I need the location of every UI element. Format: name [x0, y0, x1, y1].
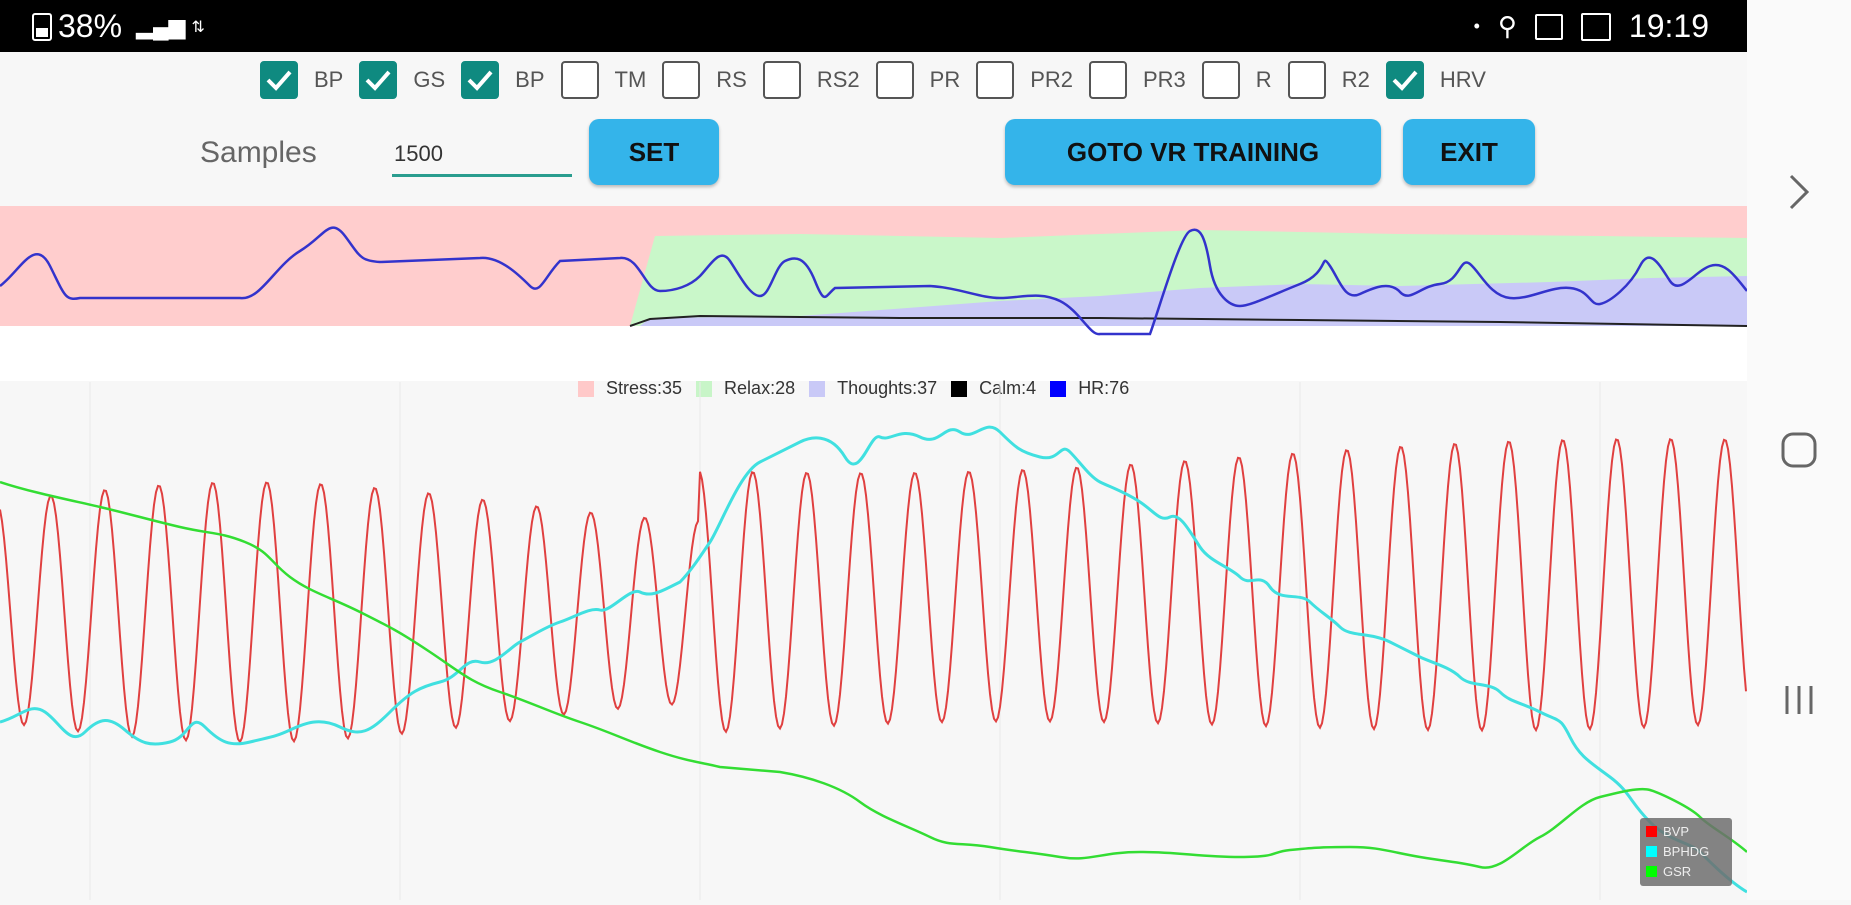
stress-area-chart: [0, 206, 1748, 381]
legend-swatch: [1646, 825, 1657, 837]
legend-swatch: [809, 380, 826, 397]
checkbox-rs2[interactable]: RS2: [762, 61, 860, 99]
legend-item: BPHDG: [1646, 841, 1726, 861]
checkbox-box[interactable]: [1201, 61, 1240, 99]
checkbox-box[interactable]: [560, 61, 599, 99]
battery-icon: [32, 12, 52, 41]
legend-item: Calm:4: [951, 378, 1036, 399]
checkbox-label: RS2: [816, 67, 860, 92]
legend-swatch: [1646, 845, 1657, 857]
legend-label: Calm:4: [979, 378, 1037, 398]
checkbox-label: PR2: [1030, 67, 1073, 92]
legend-item: Stress:35: [578, 378, 682, 399]
checkbox-bp[interactable]: BP: [260, 61, 343, 99]
signal-icon: ▂▄▆: [136, 13, 186, 39]
recent-apps-icon[interactable]: [1747, 680, 1851, 725]
usb-icon: ⚲: [1497, 11, 1517, 41]
checkbox-label: GS: [413, 67, 446, 92]
samples-label: Samples: [200, 136, 317, 169]
data-icon: ⇅: [191, 18, 205, 36]
checkbox-hrv[interactable]: HRV: [1385, 61, 1486, 99]
signal-line-chart: [0, 382, 1748, 900]
checkbox-pr2[interactable]: PR2: [976, 61, 1073, 99]
signal-legend: BVP BPHDG GSR: [1640, 818, 1732, 886]
calm-line: [629, 314, 1748, 327]
checkbox-box[interactable]: [875, 61, 914, 99]
checkbox-tm[interactable]: TM: [560, 61, 647, 99]
checkbox-label: TM: [614, 67, 647, 92]
checkbox-box[interactable]: [461, 61, 500, 99]
bphdg-line: [0, 425, 1748, 894]
checkbox-box[interactable]: [976, 61, 1015, 99]
gsr-line: [0, 480, 1748, 869]
legend-label: BVP: [1663, 823, 1690, 839]
checkbox-box[interactable]: [260, 61, 298, 99]
checkbox-label: HRV: [1439, 67, 1486, 92]
legend-label: HR:76: [1078, 378, 1130, 398]
checkbox-label: R: [1255, 67, 1272, 92]
checkbox-box[interactable]: [1287, 61, 1326, 99]
checkbox-box[interactable]: [1385, 61, 1424, 99]
checkbox-label: BP: [314, 67, 344, 92]
battery-percent: 38%: [58, 8, 123, 44]
legend-item: BVP: [1646, 821, 1726, 841]
checkbox-label: PR: [929, 67, 961, 92]
samples-input[interactable]: [392, 134, 572, 177]
set-button[interactable]: SET: [589, 119, 719, 185]
legend-swatch: [578, 380, 594, 397]
checkbox-box[interactable]: [359, 61, 398, 99]
checkbox-box[interactable]: [762, 61, 801, 99]
checkbox-box[interactable]: [662, 61, 701, 99]
dot-icon: •: [1473, 16, 1480, 36]
checkbox-label: PR3: [1143, 67, 1186, 92]
checkbox-rs[interactable]: RS: [662, 61, 747, 99]
legend-item: Thoughts:37: [809, 378, 937, 399]
checkbox-label: BP: [515, 67, 545, 92]
legend-label: Stress:35: [606, 378, 683, 398]
checkbox-gs[interactable]: GS: [359, 61, 445, 99]
exit-button[interactable]: EXIT: [1403, 119, 1535, 185]
navigation-bar: [1747, 0, 1851, 900]
clock-time: 19:19: [1628, 8, 1709, 44]
legend-item: GSR: [1646, 861, 1726, 881]
stress-chart-legend: Stress:35 Relax:28 Thoughts:37 Calm:4 HR:76: [578, 378, 1143, 399]
legend-label: Thoughts:37: [837, 378, 938, 398]
legend-swatch: [1646, 865, 1657, 877]
checkbox-pr3[interactable]: PR3: [1089, 61, 1186, 99]
legend-swatch: [1050, 380, 1067, 397]
home-button-icon[interactable]: [1747, 430, 1851, 475]
checkbox-label: R2: [1341, 67, 1370, 92]
screenshot-icon: [1580, 12, 1611, 41]
checkbox-bp[interactable]: BP: [461, 61, 545, 99]
legend-label: BPHDG: [1663, 843, 1710, 859]
checkbox-pr[interactable]: PR: [875, 61, 961, 99]
gallery-icon: [1534, 13, 1563, 40]
legend-item: HR:76: [1050, 378, 1129, 399]
legend-swatch: [951, 380, 968, 397]
legend-label: Relax:28: [724, 378, 796, 398]
checkbox-r2[interactable]: R2: [1287, 61, 1370, 99]
channel-checkbox-row: BP GS BP TM RS RS2 PR PR2 PR3 R R2 HRV: [260, 58, 1502, 102]
status-bar: 38% ▂▄▆ ⇅ • ⚲ 19:19: [0, 0, 1747, 52]
goto-vr-training-button[interactable]: GOTO VR TRAINING: [1005, 119, 1381, 185]
forward-chevron-icon[interactable]: [1747, 172, 1851, 217]
bvp-line: [0, 438, 1747, 744]
legend-label: GSR: [1663, 863, 1692, 879]
hr-line: [0, 226, 1748, 336]
checkbox-r[interactable]: R: [1201, 61, 1272, 99]
checkbox-label: RS: [716, 67, 747, 92]
checkbox-box[interactable]: [1089, 61, 1127, 99]
thoughts-area: [640, 276, 1747, 326]
